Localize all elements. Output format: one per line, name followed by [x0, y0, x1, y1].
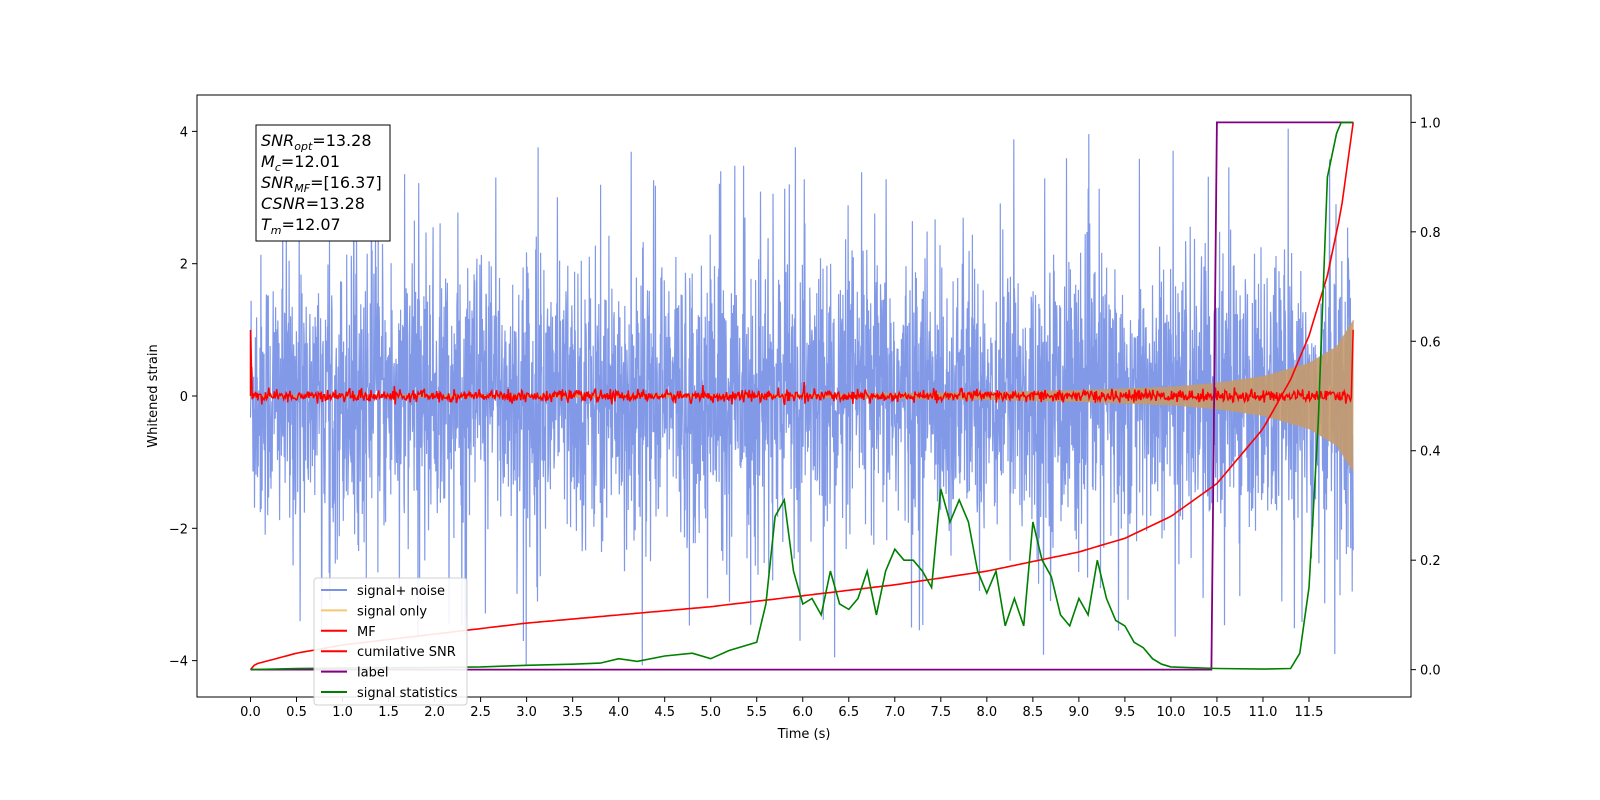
x-tick-label: 7.0 — [884, 705, 905, 720]
legend-entry-label: MF — [357, 625, 376, 640]
y-axis-right: 1.0 0.8 0.6 0.4 0.2 0.0 — [1411, 116, 1441, 679]
series-label — [250, 121, 1354, 671]
series-signal-statistics — [250, 121, 1354, 671]
y-tick-label: 0 — [180, 390, 188, 405]
x-tick-label: 4.5 — [654, 705, 675, 720]
annotation-line: SNRopt=13.28 — [261, 131, 372, 153]
x-tick-label: 7.5 — [930, 705, 951, 720]
legend-entry-label: signal only — [357, 604, 427, 619]
legend-entry-label: signal statistics — [357, 686, 458, 701]
x-tick-label: 0.5 — [286, 705, 307, 720]
x-tick-label: 11.5 — [1295, 705, 1324, 720]
legend-entry-label: label — [357, 666, 388, 681]
legend: signal+ noise signal only MF cumilative SNR… — [313, 577, 468, 706]
annotation-frame — [255, 124, 391, 242]
y2-tick-label: 1.0 — [1420, 116, 1441, 131]
x-tick-label: 6.0 — [792, 705, 813, 720]
y2-tick-label: 0.0 — [1420, 664, 1441, 679]
y-axis-left: 4 2 0 −2 −4 — [169, 125, 197, 670]
x-tick-label: 8.0 — [976, 705, 997, 720]
x-tick-label: 2.0 — [424, 705, 445, 720]
x-tick-label: 10.5 — [1202, 705, 1231, 720]
y2-tick-label: 0.6 — [1420, 335, 1441, 350]
x-tick-label: 11.0 — [1248, 705, 1277, 720]
x-tick-label: 0.0 — [240, 705, 261, 720]
x-tick-label: 10.0 — [1156, 705, 1185, 720]
legend-entry-label: cumilative SNR — [357, 645, 456, 660]
x-tick-label: 9.0 — [1069, 705, 1090, 720]
x-tick-label: 1.5 — [378, 705, 399, 720]
y-tick-label: 4 — [180, 125, 188, 140]
legend-entry-label: signal+ noise — [357, 584, 445, 599]
y-tick-label: −4 — [169, 655, 188, 670]
annotation-line: SNRMF=[16.37] — [261, 173, 382, 195]
stats-annotation: SNRopt=13.28Mc=12.01SNRMF=[16.37]CSNR=13… — [255, 124, 391, 242]
x-tick-label: 5.0 — [700, 705, 721, 720]
x-axis-label: Time (s) — [777, 727, 831, 742]
x-tick-label: 4.0 — [608, 705, 629, 720]
x-tick-label: 6.5 — [838, 705, 859, 720]
y2-tick-label: 0.2 — [1420, 554, 1441, 569]
legend-frame — [313, 577, 468, 706]
series-mf — [249, 329, 1354, 406]
x-tick-label: 3.5 — [562, 705, 583, 720]
annotation-line: Mc=12.01 — [261, 152, 340, 174]
x-tick-label: 2.5 — [470, 705, 491, 720]
y-axis-label: Whitened strain — [146, 344, 161, 447]
x-tick-label: 8.5 — [1023, 705, 1044, 720]
annotation-line: CSNR=13.28 — [261, 194, 365, 213]
x-tick-label: 3.0 — [516, 705, 537, 720]
y2-tick-label: 0.8 — [1420, 226, 1441, 241]
x-axis: 0.0 0.5 1.0 1.5 2.0 2.5 3.0 3.5 4.0 4.5 5.0 5.5 6.0 6… — [240, 697, 1323, 720]
x-tick-label: 1.0 — [332, 705, 353, 720]
y-tick-label: 2 — [180, 258, 188, 273]
annotation-line: Tm=12.07 — [261, 215, 341, 237]
x-tick-label: 5.5 — [746, 705, 767, 720]
x-tick-label: 9.5 — [1115, 705, 1136, 720]
y2-tick-label: 0.4 — [1420, 445, 1441, 460]
y-tick-label: −2 — [169, 522, 188, 537]
